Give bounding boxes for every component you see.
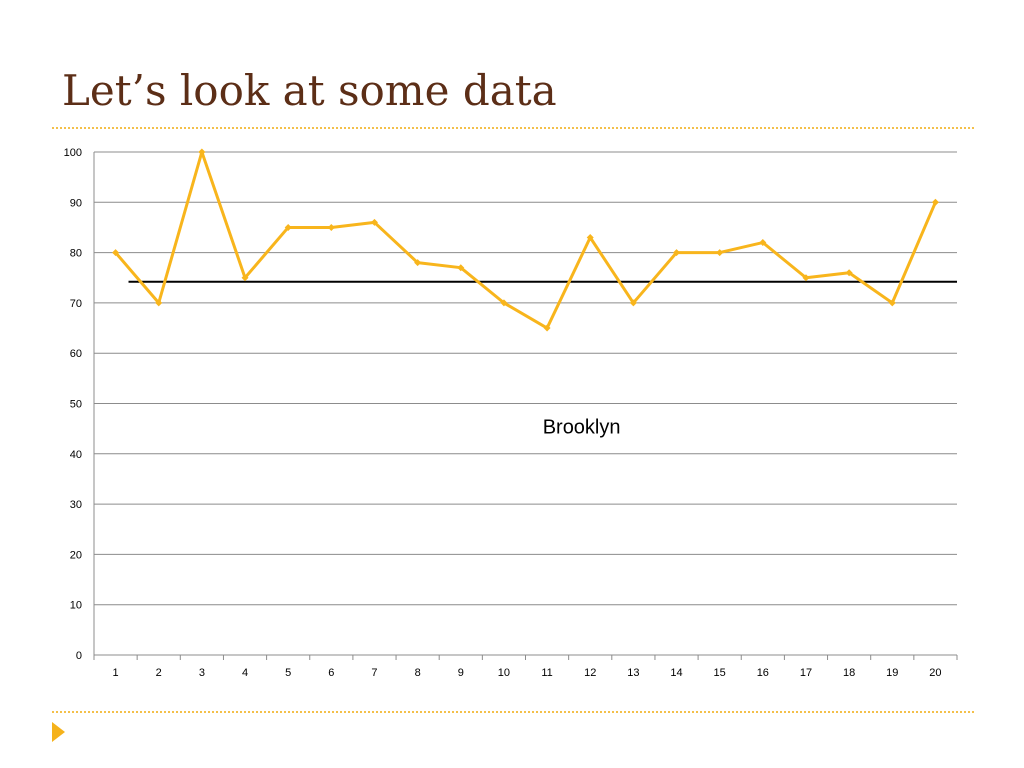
bullet-arrow-icon bbox=[52, 722, 65, 742]
x-tick-label: 16 bbox=[757, 667, 769, 679]
x-tick-label: 14 bbox=[670, 667, 682, 679]
y-tick-label: 30 bbox=[70, 499, 82, 511]
x-tick-label: 3 bbox=[199, 667, 205, 679]
x-tick-label: 20 bbox=[929, 667, 941, 679]
x-tick-label: 13 bbox=[627, 667, 639, 679]
x-tick-label: 6 bbox=[328, 667, 334, 679]
series-line bbox=[114, 150, 937, 330]
y-tick-label: 60 bbox=[70, 348, 82, 360]
x-tick-label: 1 bbox=[113, 667, 119, 679]
y-tick-label: 40 bbox=[70, 449, 82, 461]
data-point bbox=[845, 269, 853, 277]
x-tick-label: 2 bbox=[156, 667, 162, 679]
data-point bbox=[370, 218, 378, 226]
y-tick-label: 90 bbox=[70, 197, 82, 209]
data-point bbox=[759, 239, 767, 247]
x-tick-label: 11 bbox=[541, 667, 552, 679]
x-tick-label: 10 bbox=[498, 667, 510, 679]
title-divider bbox=[52, 127, 974, 129]
x-tick-label: 5 bbox=[285, 667, 291, 679]
x-tick-label: 15 bbox=[714, 667, 726, 679]
y-tick-label: 100 bbox=[64, 147, 82, 159]
x-tick-label: 19 bbox=[886, 667, 898, 679]
data-point bbox=[112, 249, 120, 257]
y-tick-label: 0 bbox=[76, 650, 82, 662]
x-tick-label: 8 bbox=[415, 667, 421, 679]
slide-title: Let’s look at some data bbox=[62, 66, 557, 115]
data-point bbox=[457, 264, 465, 272]
x-tick-label: 9 bbox=[458, 667, 464, 679]
footer-divider bbox=[52, 711, 974, 713]
data-point bbox=[629, 299, 637, 307]
y-tick-label: 80 bbox=[70, 248, 82, 260]
y-tick-label: 70 bbox=[70, 298, 82, 310]
data-point bbox=[586, 234, 594, 242]
data-point bbox=[888, 299, 896, 307]
data-point bbox=[327, 223, 335, 231]
data-point bbox=[802, 274, 810, 282]
x-tick-label: 4 bbox=[242, 667, 248, 679]
y-tick-label: 20 bbox=[70, 549, 82, 561]
data-point bbox=[155, 299, 163, 307]
data-point bbox=[198, 148, 206, 156]
x-tick-label: 7 bbox=[371, 667, 377, 679]
data-point bbox=[673, 249, 681, 257]
data-point bbox=[241, 274, 249, 282]
x-tick-label: 18 bbox=[843, 667, 855, 679]
data-point bbox=[543, 324, 551, 332]
annotation-label: Brooklyn bbox=[543, 417, 621, 439]
x-tick-label: 12 bbox=[584, 667, 596, 679]
data-point bbox=[414, 259, 422, 267]
data-point bbox=[716, 249, 724, 257]
x-tick-label: 17 bbox=[800, 667, 812, 679]
data-point bbox=[500, 299, 508, 307]
y-tick-label: 10 bbox=[70, 600, 82, 612]
y-tick-label: 50 bbox=[70, 399, 82, 411]
data-point bbox=[284, 223, 292, 231]
data-point bbox=[931, 198, 939, 206]
